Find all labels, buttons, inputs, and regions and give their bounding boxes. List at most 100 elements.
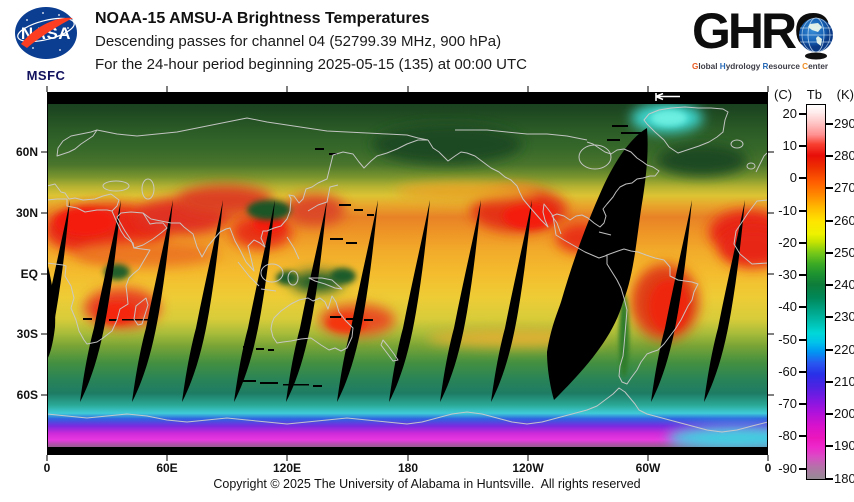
swath-gap xyxy=(491,200,532,402)
lon-label-60W-5: 60W xyxy=(635,461,661,475)
colorbar-k-label-290: 290 xyxy=(834,115,854,131)
swath-gap xyxy=(440,200,481,402)
page-title: NOAA-15 AMSU-A Brightness Temperatures xyxy=(95,10,430,27)
ghrc-tagline-initial: C xyxy=(802,62,809,71)
nasa-logo: NASA MSFC xyxy=(12,6,80,83)
colorbar-k-label-230: 230 xyxy=(834,309,854,325)
colorbar-c-label--60: -60 xyxy=(778,363,797,379)
ghrc-logo: G H R C Global Hydrology Resource Center xyxy=(692,4,854,82)
colorbar-c-label-0: 0 xyxy=(789,170,797,186)
ghrc-tagline-word: ydrology xyxy=(725,62,763,71)
ghrc-tagline-initial: H xyxy=(719,62,726,71)
colorbar-tick xyxy=(799,209,806,212)
colorbar-k-label-260: 260 xyxy=(834,212,854,228)
colorbar-tick xyxy=(799,338,806,341)
lon-label-0-0: 0 xyxy=(43,461,51,475)
colorbar-k-label-270: 270 xyxy=(834,180,854,196)
colorbar-c-label--80: -80 xyxy=(778,428,797,444)
ghrc-tagline-word: lobal xyxy=(698,62,720,71)
colorbar-tick xyxy=(799,306,806,309)
swath-gap xyxy=(182,200,223,402)
lon-label-60E-1: 60E xyxy=(156,461,178,475)
swath-gap xyxy=(234,200,275,402)
colorbar-c-label-20: 20 xyxy=(782,105,797,121)
colorbar-tick xyxy=(826,155,833,158)
lat-label-EQ: EQ xyxy=(20,267,38,281)
ghrc-tagline-word: enter xyxy=(808,62,829,71)
colorbar-tick xyxy=(826,445,833,448)
colorbar-tick xyxy=(826,477,833,480)
lon-label-120E-2: 120E xyxy=(272,461,302,475)
lat-label-30S: 30S xyxy=(16,327,38,341)
nasa-meatball-icon: NASA xyxy=(15,7,77,59)
colorbar-tick xyxy=(799,403,806,406)
copyright-text: Copyright © 2025 The University of Alaba… xyxy=(213,477,641,491)
colorbar-k-label-210: 210 xyxy=(834,373,854,389)
colorbar-tick xyxy=(826,219,833,222)
period-start-arrow-icon xyxy=(655,92,680,101)
colorbar-tick xyxy=(826,122,833,125)
ghrc-tagline-initial: G xyxy=(692,62,699,71)
swath-gap xyxy=(704,200,745,402)
colorbar-c-label--90: -90 xyxy=(778,460,797,476)
colorbar-tick xyxy=(799,467,806,470)
ghrc-tagline-initial: R xyxy=(762,62,769,71)
ghrc-tagline: Global Hydrology Resource Center xyxy=(692,62,854,71)
colorbar-tick xyxy=(799,370,806,373)
colorbar-unit-k: (K) xyxy=(836,87,854,102)
colorbar-tick xyxy=(826,348,833,351)
colorbar-tick xyxy=(799,112,806,115)
colorbar-c-label--40: -40 xyxy=(778,299,797,315)
colorbar-c-label--20: -20 xyxy=(778,234,797,250)
swath-gap xyxy=(337,200,378,402)
colorbar-c-label-10: 10 xyxy=(782,138,797,154)
colorbar-tick xyxy=(826,187,833,190)
swath-gap xyxy=(389,200,430,402)
ghrc-globe-icon xyxy=(799,17,833,60)
lat-label-60S: 60S xyxy=(16,388,38,402)
lat-label-60N: 60N xyxy=(15,145,38,159)
map-canvas xyxy=(47,92,768,455)
colorbar-c-label--30: -30 xyxy=(778,267,797,283)
swath-gap xyxy=(80,200,121,402)
swath-gap xyxy=(651,200,692,402)
colorbar-header: (C) Tb (K) xyxy=(774,87,854,102)
subtitle-channel: Descending passes for channel 04 (52799.… xyxy=(95,33,502,50)
colorbar-tick xyxy=(799,145,806,148)
lon-label-120W-4: 120W xyxy=(512,461,544,475)
colorbar-unit-c: (C) xyxy=(774,87,793,102)
colorbar-c-label--70: -70 xyxy=(778,396,797,412)
colorbar-c-label--10: -10 xyxy=(778,202,797,218)
colorbar-tick xyxy=(826,284,833,287)
colorbar-tick xyxy=(799,177,806,180)
colorbar-k-label-220: 220 xyxy=(834,341,854,357)
msfc-label: MSFC xyxy=(26,68,66,83)
colorbar-k-label-240: 240 xyxy=(834,277,854,293)
colorbar-tick xyxy=(799,241,806,244)
subtitle-period: For the 24-hour period beginning 2025-05… xyxy=(95,56,527,73)
colorbar-tick xyxy=(826,251,833,254)
colorbar-tick xyxy=(826,380,833,383)
lat-label-30N: 30N xyxy=(15,206,38,220)
lon-label-0-6: 0 xyxy=(764,461,772,475)
missing-orbit-gap xyxy=(547,128,648,400)
swath-gap xyxy=(286,200,327,402)
colorbar-k-label-180: 180 xyxy=(834,470,854,486)
colorbar xyxy=(806,104,826,480)
colorbar-c-label--50: -50 xyxy=(778,331,797,347)
lon-label-180-3: 180 xyxy=(397,461,419,475)
colorbar-k-label-280: 280 xyxy=(834,148,854,164)
swath-gap xyxy=(132,200,173,402)
missing-orbit-gap xyxy=(47,262,56,360)
colorbar-k-label-200: 200 xyxy=(834,406,854,422)
ghrc-tagline-word: esource xyxy=(768,62,803,71)
colorbar-tick xyxy=(826,413,833,416)
header-titles: NOAA-15 AMSU-A Brightness Temperatures D… xyxy=(95,8,615,76)
colorbar-k-label-190: 190 xyxy=(834,438,854,454)
colorbar-tick xyxy=(799,274,806,277)
colorbar-k-label-250: 250 xyxy=(834,244,854,260)
colorbar-tick xyxy=(826,316,833,319)
brightness-temperature-map xyxy=(41,86,774,461)
colorbar-tick xyxy=(799,435,806,438)
